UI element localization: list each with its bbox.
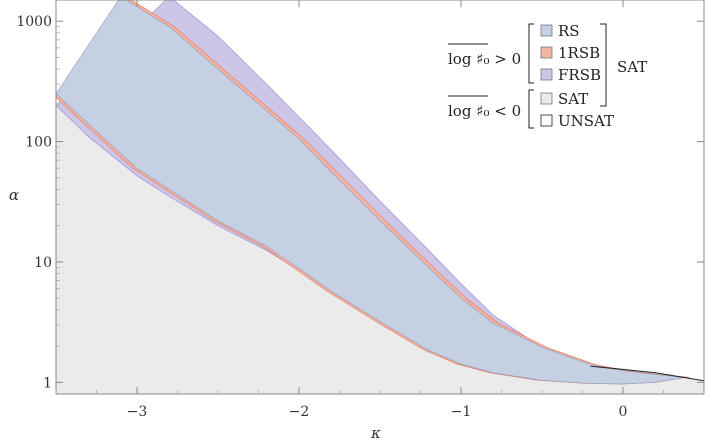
x-tick-label: −1 [451, 404, 472, 420]
sat-boundary-line [590, 365, 704, 382]
y-tick-label: 1 [43, 375, 52, 391]
y-tick-label: 10 [34, 255, 52, 271]
legend-label-rs: RS [558, 22, 580, 40]
x-axis-label: κ [370, 424, 381, 442]
axes: −3 −2 −1 0 1 10 100 1000 κ α [9, 0, 705, 442]
legend-bracket-positive [528, 23, 534, 84]
legend-sat-label: SAT [617, 58, 647, 76]
x-tick-label: 0 [619, 404, 628, 420]
legend-label-unsat: UNSAT [558, 112, 614, 130]
x-tick-label: −3 [127, 404, 148, 420]
y-axis-label: α [9, 186, 19, 204]
legend-swatch-sat [540, 92, 553, 105]
legend-swatch-1rsb [540, 46, 553, 59]
legend-label-1rsb: 1RSB [558, 44, 600, 62]
legend-group-negative: log ♯₀ < 0 [448, 102, 521, 120]
x-tick-label: −2 [289, 404, 310, 420]
legend-label-sat: SAT [558, 90, 588, 108]
legend-group-positive: log ♯₀ > 0 [448, 50, 521, 68]
legend-bracket-negative [528, 89, 534, 129]
region-rs [56, 0, 685, 385]
y-tick-label: 100 [25, 135, 52, 151]
legend-swatch-frsb [540, 68, 553, 81]
legend-bracket-sat [600, 23, 607, 107]
region-sat [56, 105, 704, 394]
y-tick-label: 1000 [16, 14, 52, 30]
legend: log ♯₀ > 0 log ♯₀ < 0 SAT RS 1RSB FRSB SAT UNSA… [448, 22, 647, 130]
legend-swatch-rs [540, 24, 553, 37]
plot-area [56, 0, 704, 394]
legend-label-frsb: FRSB [558, 66, 601, 84]
legend-swatch-unsat [540, 114, 553, 127]
